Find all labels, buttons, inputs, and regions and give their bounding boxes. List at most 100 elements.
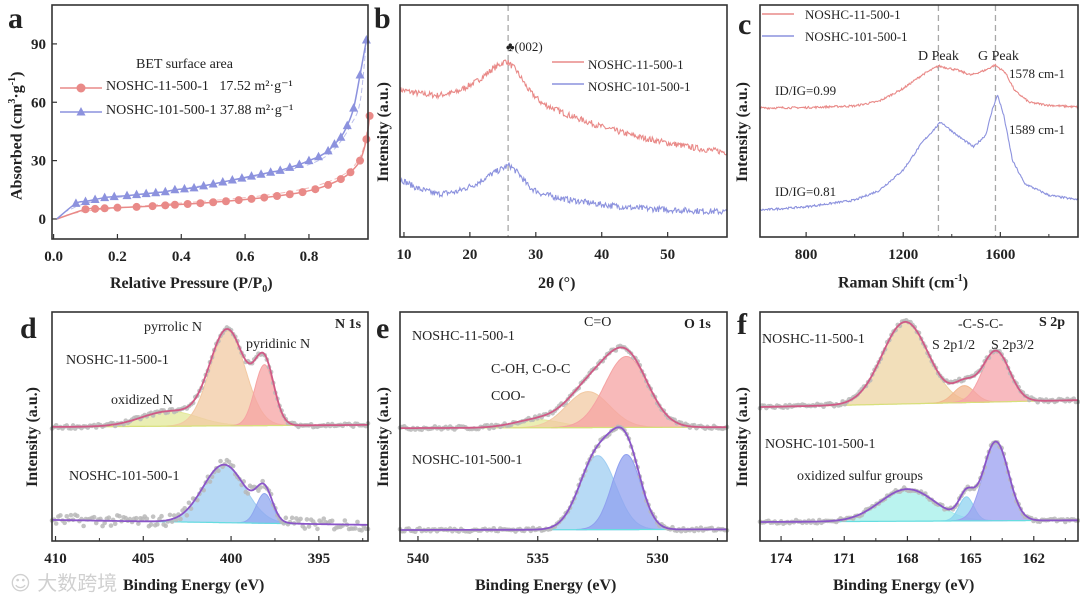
raw-data-point	[106, 515, 112, 521]
data-point	[361, 35, 371, 44]
id-ig-ratio-blue: ID/IG=0.81	[775, 184, 837, 199]
x-tick-label: 0.4	[172, 249, 191, 265]
x-axis-label-a-part: )	[267, 275, 273, 292]
raw-data-point	[353, 526, 358, 531]
peak-label-s2p12: S 2p1/2	[932, 338, 976, 353]
raw-data-point	[117, 513, 122, 519]
y-tick-label: 30	[31, 154, 46, 170]
y-axis-label-f: Intensity (a.u.)	[734, 386, 751, 487]
x-tick-label: 50	[660, 247, 675, 263]
data-point	[355, 70, 365, 79]
raw-data-point	[178, 516, 183, 522]
group-label-csc: -C-S-C-	[958, 317, 1004, 332]
x-tick-label: 0.6	[236, 249, 255, 265]
raw-data-point	[144, 516, 150, 522]
panel-letter-f: f	[737, 308, 747, 341]
plot-frame	[399, 311, 728, 542]
data-point	[179, 183, 189, 193]
core-level-f: S 2p	[1039, 315, 1066, 330]
raw-data-point	[306, 524, 312, 529]
data-point	[91, 204, 100, 213]
data-point	[237, 173, 247, 182]
data-point	[209, 198, 218, 207]
x-tick-label: 1200	[888, 247, 918, 263]
legend-title-a: BET surface area	[136, 57, 233, 72]
raw-data-point	[359, 528, 364, 533]
raw-data-point	[342, 518, 348, 523]
raw-data-point	[315, 526, 320, 532]
x-tick-label: 0.8	[300, 249, 319, 265]
sample-label-f-0: NOSHC-11-500-1	[762, 332, 865, 347]
data-point	[336, 175, 345, 184]
envelope-fit-line	[400, 426, 727, 531]
chart-panel-e: 540 535 530	[397, 311, 730, 567]
peak-label-c-oh: C-OH, C-O-C	[491, 362, 571, 377]
y-axis-label-a: Absorbed (cm3·g-1)	[7, 71, 26, 200]
raw-data-point	[321, 516, 327, 521]
peak-label-pyridinic: pyridinic N	[246, 337, 311, 352]
chart-panel-c: 800 1200 1600	[759, 4, 1079, 263]
raw-data-point	[81, 523, 86, 529]
core-level-d: N 1s	[335, 317, 362, 332]
peak-label-coo: COO-	[491, 389, 526, 404]
peak-label-s2p32: S 2p3/2	[991, 338, 1035, 353]
data-point	[285, 162, 295, 171]
data-point	[285, 190, 294, 199]
raw-data-point	[186, 500, 192, 506]
legend-b-series-1: NOSHC-101-500-1	[588, 79, 691, 94]
data-point	[100, 204, 109, 213]
data-point	[247, 194, 256, 203]
raw-data-point	[68, 512, 74, 518]
legend-a-series-1: NOSHC-101-500-1 37.88 m²·g⁻¹	[106, 103, 294, 118]
data-point	[227, 175, 237, 184]
raw-data-point	[216, 468, 221, 474]
x-axis-label-a-part: Relative Pressure (P/P	[110, 275, 263, 292]
raw-data-point	[258, 485, 263, 490]
raw-data-point	[218, 458, 223, 464]
raw-data-point	[298, 516, 303, 522]
d-peak-label: D Peak	[918, 49, 959, 64]
legend-b-series-0: NOSHC-11-500-1	[588, 57, 684, 72]
data-point	[342, 120, 352, 130]
data-point	[151, 187, 161, 197]
x-tick-label: 30	[528, 247, 543, 263]
data-point	[336, 132, 346, 141]
plot-frame	[399, 4, 728, 238]
plot-frame	[51, 311, 369, 542]
raw-data-point	[230, 463, 236, 469]
chart-panel-f: 174 171 168 165 162	[757, 311, 1080, 567]
chart-panel-a: 0.0 0.2 0.4 0.6 0.8 0 30 60 90	[31, 4, 374, 265]
envelope-fit-line	[760, 321, 1078, 408]
x-tick-label: 0.2	[108, 249, 127, 265]
y-tick-label: 90	[31, 37, 46, 53]
envelope-fit-line	[52, 463, 368, 526]
data-point	[109, 191, 119, 201]
id-ig-ratio-red: ID/IG=0.99	[775, 83, 837, 98]
x-tick-label: 530	[646, 551, 669, 567]
data-point	[294, 159, 304, 169]
legend-c-series-0: NOSHC-11-500-1	[805, 7, 901, 22]
raw-data-point	[182, 505, 188, 511]
x-tick-label: 405	[132, 551, 155, 567]
x-axis-label-b: 2θ (°)	[538, 275, 576, 292]
data-point	[256, 169, 266, 178]
raw-data-point	[226, 459, 232, 465]
data-point	[199, 180, 209, 190]
chart-panel-b: 10 20 30 40 50	[396, 4, 728, 263]
data-point	[246, 171, 256, 180]
plot-frame	[759, 4, 1079, 238]
core-level-e: O 1s	[684, 317, 711, 332]
panel-letter-d: d	[20, 312, 37, 345]
raw-data-point	[155, 522, 160, 527]
data-point	[196, 199, 205, 208]
data-point	[329, 139, 339, 148]
x-axis-label-f: Binding Energy (eV)	[833, 577, 975, 594]
raw-data-point	[302, 526, 308, 531]
raw-data-point	[64, 513, 70, 519]
y-axis-label-c: Intensity (a.u.)	[734, 81, 751, 182]
panel-letter-c: c	[738, 8, 752, 41]
peak-annotation-002: ♣(002)	[506, 39, 543, 54]
data-point	[311, 185, 320, 194]
raw-data-point	[245, 491, 251, 496]
